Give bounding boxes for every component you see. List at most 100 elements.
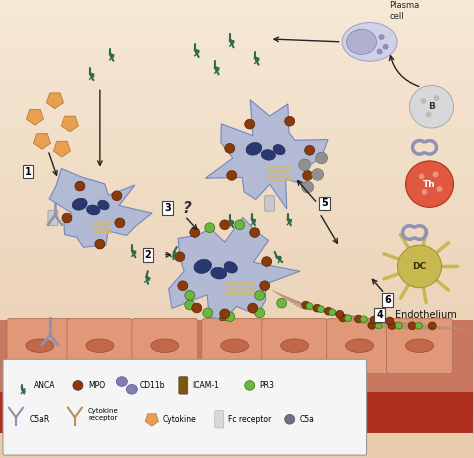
Circle shape [434,95,439,101]
Text: MPO: MPO [88,381,105,390]
Circle shape [421,189,428,195]
Polygon shape [169,218,300,320]
FancyBboxPatch shape [179,377,188,394]
Circle shape [313,304,321,312]
Circle shape [419,174,425,179]
Text: Th: Th [423,180,436,189]
Ellipse shape [72,198,87,210]
Text: Cytokine
receptor: Cytokine receptor [88,408,118,421]
Circle shape [426,112,431,117]
Text: PR3: PR3 [260,381,274,390]
Circle shape [73,381,83,390]
FancyBboxPatch shape [327,319,392,374]
Circle shape [245,119,255,129]
Circle shape [192,303,202,313]
Text: 3: 3 [164,203,171,213]
Circle shape [277,298,287,308]
Ellipse shape [406,339,434,353]
FancyBboxPatch shape [67,319,133,374]
Polygon shape [27,109,44,125]
Ellipse shape [211,267,227,279]
Ellipse shape [246,142,262,155]
Circle shape [386,317,394,325]
Circle shape [376,317,383,324]
Circle shape [299,159,310,170]
Circle shape [305,146,315,155]
Circle shape [115,218,125,228]
Circle shape [408,322,416,330]
Polygon shape [54,141,71,157]
Circle shape [375,322,382,329]
Text: Fc receptor: Fc receptor [228,415,271,424]
Circle shape [285,116,295,126]
Circle shape [185,300,195,310]
FancyBboxPatch shape [3,359,366,455]
Text: C5a: C5a [300,415,315,424]
Text: ANCA: ANCA [34,381,55,390]
Text: Cytokine: Cytokine [163,415,197,424]
Ellipse shape [86,339,114,353]
Circle shape [410,86,454,128]
Circle shape [406,161,454,207]
Circle shape [316,152,328,164]
Text: 6: 6 [384,295,391,305]
Text: ?: ? [183,201,191,216]
Polygon shape [49,169,152,247]
Circle shape [255,290,264,300]
Circle shape [203,308,213,318]
Text: 1: 1 [25,167,31,176]
Text: DC: DC [412,262,427,271]
Circle shape [75,181,85,191]
Circle shape [285,414,295,424]
Circle shape [398,245,441,288]
Circle shape [235,220,245,229]
Circle shape [225,312,235,322]
Circle shape [383,44,389,49]
Ellipse shape [221,339,249,353]
Polygon shape [206,100,328,209]
Circle shape [388,322,396,329]
Circle shape [112,191,122,201]
Text: C5aR: C5aR [30,415,50,424]
Circle shape [248,303,258,313]
FancyBboxPatch shape [48,210,58,226]
Ellipse shape [346,339,374,353]
Ellipse shape [26,339,54,353]
Circle shape [415,322,422,329]
Circle shape [225,143,235,153]
Circle shape [376,49,383,55]
Circle shape [420,98,427,104]
Text: Endothelium: Endothelium [394,310,456,320]
Circle shape [437,186,443,192]
Ellipse shape [194,259,211,273]
Bar [0,320,474,392]
Circle shape [255,308,264,318]
Circle shape [303,170,313,180]
Ellipse shape [117,377,128,387]
Circle shape [379,34,384,40]
Ellipse shape [281,339,309,353]
Bar [0,346,474,433]
Polygon shape [33,134,51,149]
Text: B: B [428,102,435,111]
Text: CD11b: CD11b [140,381,165,390]
Circle shape [62,213,72,223]
Circle shape [360,316,367,323]
Text: ICAM-1: ICAM-1 [192,381,219,390]
Ellipse shape [224,262,237,273]
Ellipse shape [261,150,275,160]
Circle shape [245,381,255,390]
Circle shape [328,309,336,316]
Ellipse shape [127,384,137,394]
Circle shape [220,220,230,229]
Circle shape [185,290,195,300]
Circle shape [301,181,314,193]
Ellipse shape [87,205,100,215]
Text: Plasma
cell: Plasma cell [390,1,420,21]
Polygon shape [145,414,158,426]
Ellipse shape [98,200,109,210]
Polygon shape [46,93,64,109]
Circle shape [190,228,200,237]
Circle shape [95,239,105,249]
Circle shape [250,228,260,237]
